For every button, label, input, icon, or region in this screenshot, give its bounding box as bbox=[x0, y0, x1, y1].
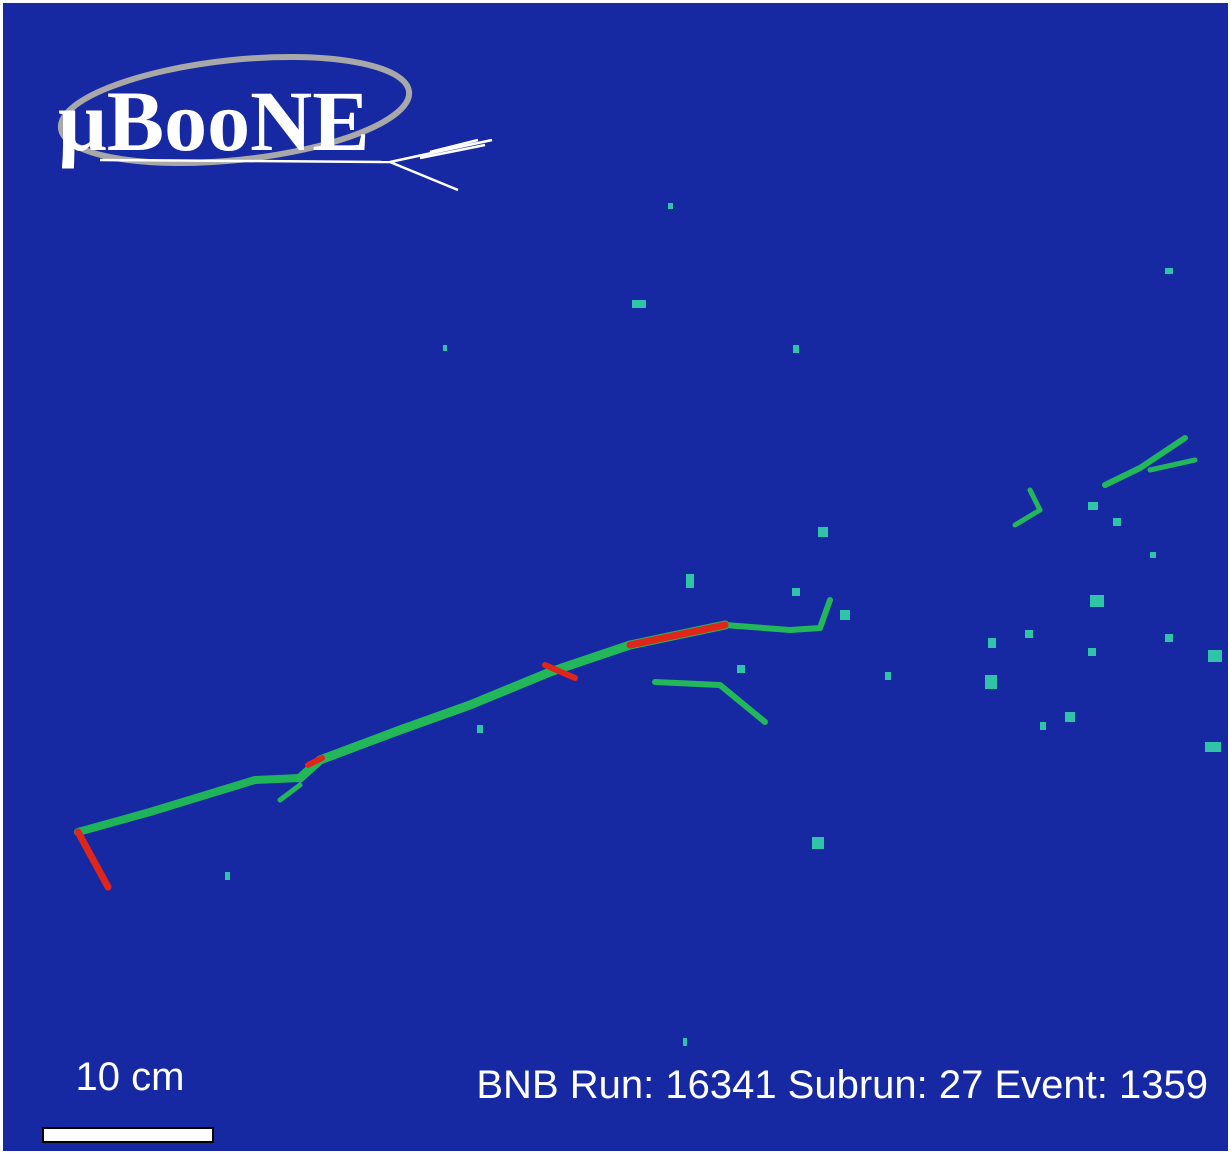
logo-text: μBooNE bbox=[58, 73, 370, 169]
event-display: μBooNE bbox=[0, 0, 1231, 1154]
page: μBooNE bbox=[0, 0, 1231, 1154]
scale-bar bbox=[43, 1128, 213, 1142]
event-info: BNB Run: 16341 Subrun: 27 Event: 1359 bbox=[476, 1063, 1208, 1107]
scale-label: 10 cm bbox=[76, 1055, 185, 1099]
background bbox=[3, 3, 1228, 1151]
